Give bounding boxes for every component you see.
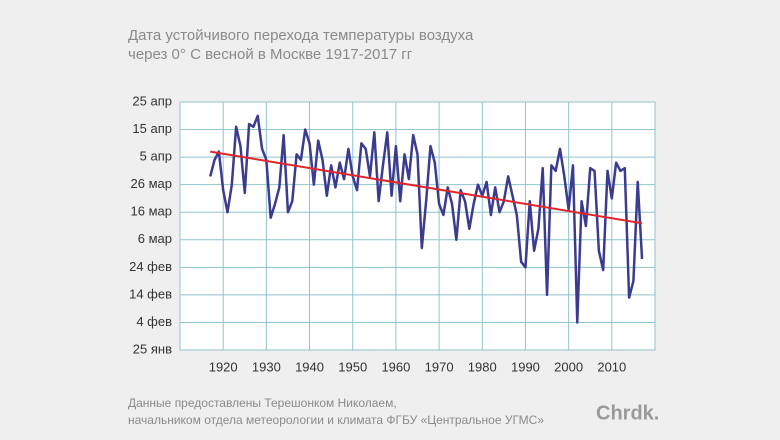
chart-title: Дата устойчивого перехода температуры во… [128, 27, 474, 44]
logo: Chrdk. [596, 402, 659, 424]
y-tick-label: 16 мар [131, 204, 172, 219]
y-tick-label: 14 фев [129, 286, 172, 301]
y-tick-label: 24 фев [129, 259, 172, 274]
plot-border [179, 101, 656, 351]
y-tick-label: 15 апр [132, 121, 172, 136]
x-tick-label: 1930 [252, 359, 281, 374]
x-tick-label: 2010 [597, 359, 626, 374]
x-tick-label: 1920 [209, 359, 238, 374]
y-tick-label: 25 янв [133, 341, 172, 356]
x-tick-label: 1950 [338, 359, 367, 374]
x-tick-label: 1960 [381, 359, 410, 374]
x-tick-label: 2000 [554, 359, 583, 374]
y-tick-label: 6 мар [138, 231, 172, 246]
trend-line [210, 150, 643, 225]
source: начальником отдела метеорологии и климат… [128, 413, 544, 427]
x-tick-label: 1970 [425, 359, 454, 374]
source: Данные предоставлены Терешонком Николаем… [128, 396, 397, 410]
y-tick-label: 4 фев [136, 314, 172, 329]
y-tick-label: 26 мар [131, 176, 172, 191]
plot-area [180, 102, 655, 350]
x-tick-label: 1980 [468, 359, 497, 374]
y-tick-label: 5 апр [140, 149, 172, 164]
chart-title: через 0° С весной в Москве 1917-2017 гг [128, 46, 413, 63]
data-line [209, 114, 644, 324]
x-tick-label: 1990 [511, 359, 540, 374]
y-tick-label: 25 апр [132, 93, 172, 108]
x-tick-label: 1940 [295, 359, 324, 374]
